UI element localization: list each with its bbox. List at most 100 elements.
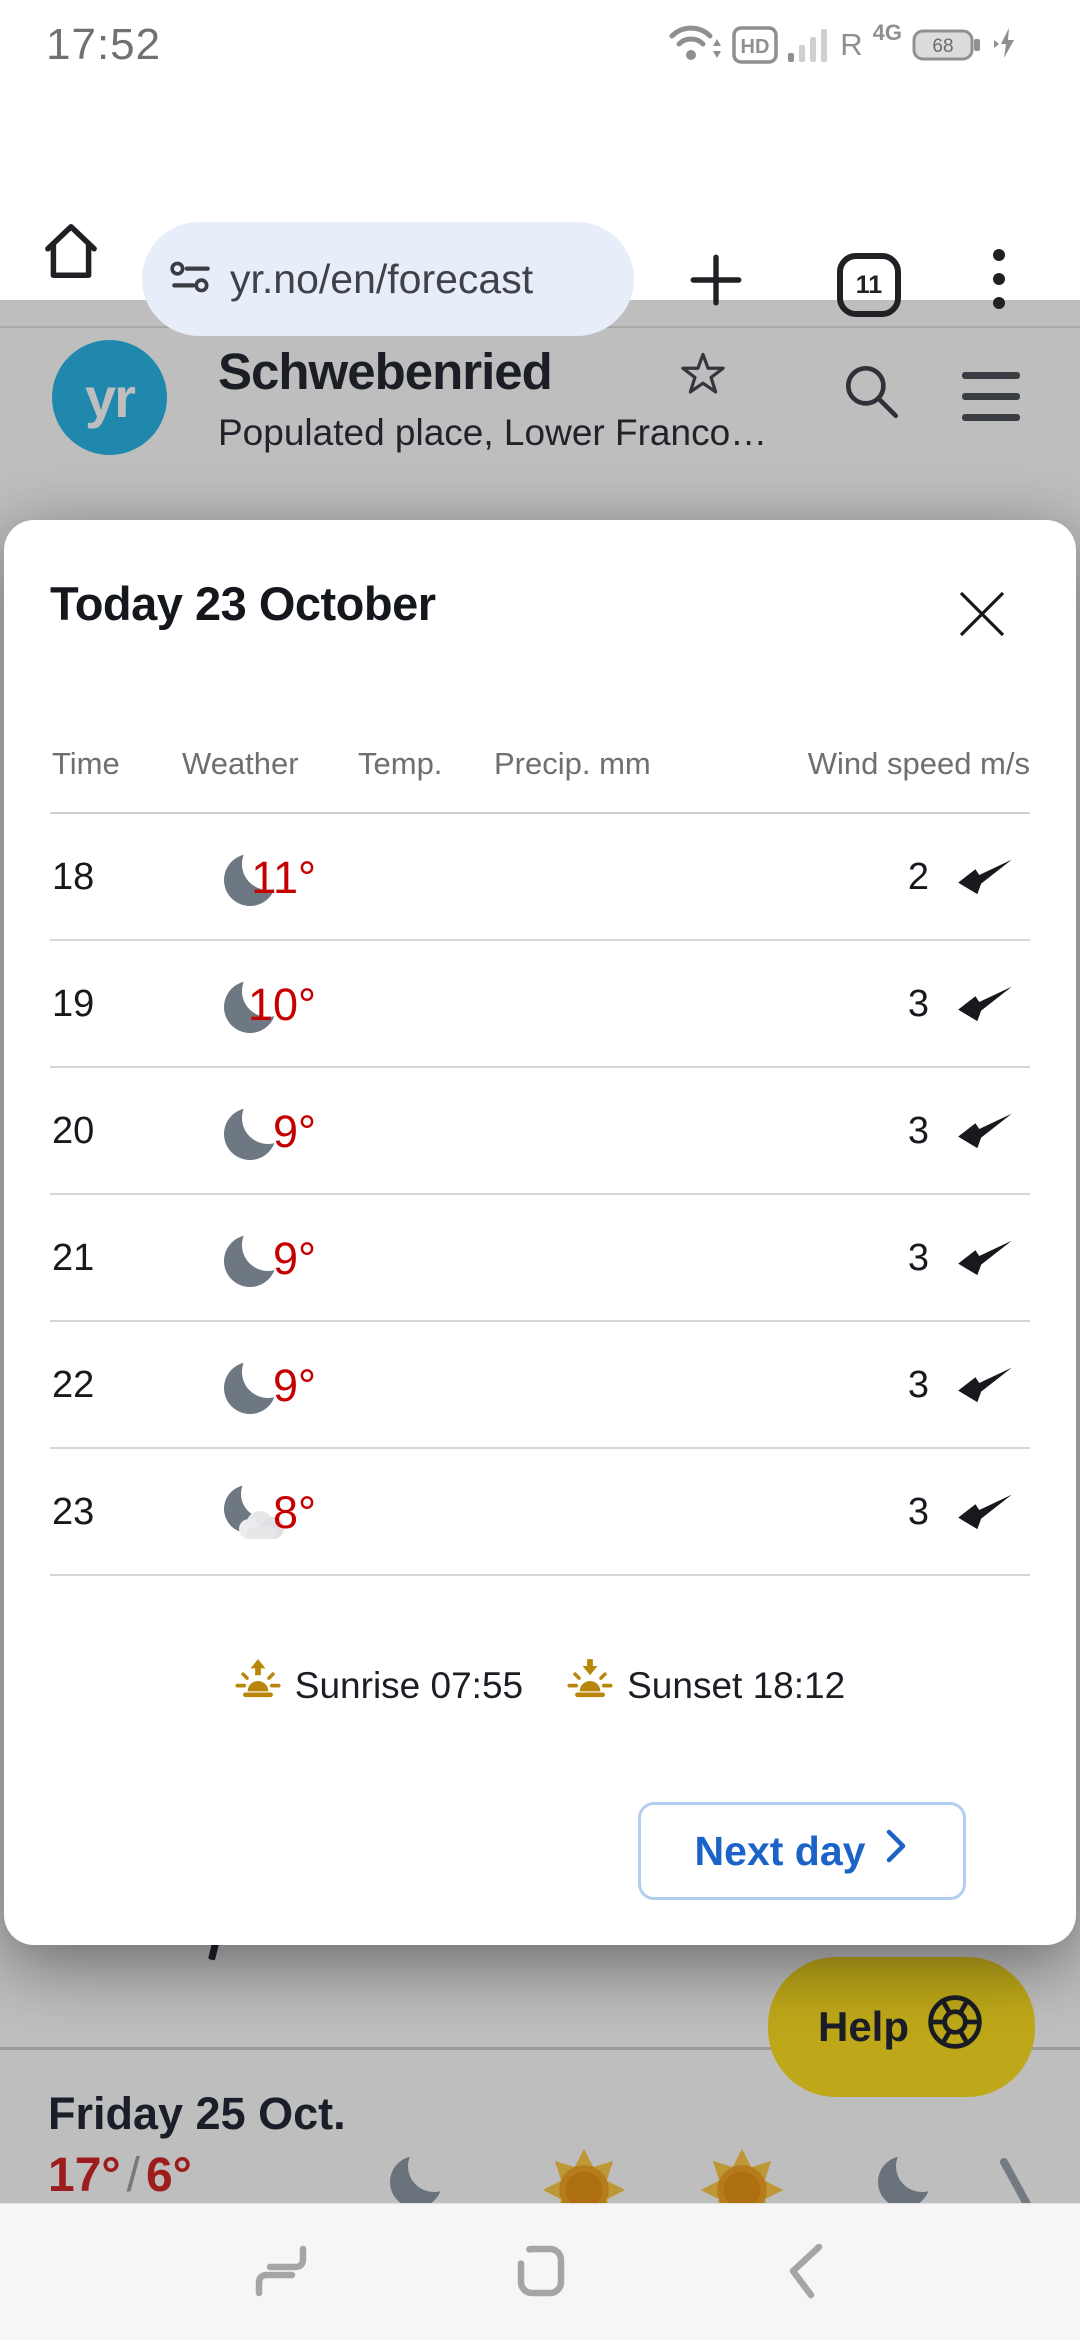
temperature-cell: 9° xyxy=(272,1233,316,1284)
location-title: Schwebenried xyxy=(218,343,553,400)
location-subtitle: Populated place, Lower Franco… xyxy=(218,412,768,453)
back-nav-button[interactable] xyxy=(776,2239,834,2308)
search-icon[interactable] xyxy=(838,358,904,429)
network-type-label: 4G xyxy=(872,20,902,45)
low-temp: 6° xyxy=(145,2149,192,2202)
modal-title: Today 23 October xyxy=(50,577,436,630)
table-row: 22 9° 3 xyxy=(50,1322,1030,1449)
temperature-cell: 8° xyxy=(272,1487,316,1538)
col-weather: Weather xyxy=(182,746,299,781)
status-icons: HD R 4G 68 xyxy=(668,0,1018,90)
moon-icon xyxy=(222,1092,294,1162)
hourly-forecast-modal: Today 23 October Time Weather Temp. Prec… xyxy=(4,520,1076,1945)
help-button[interactable]: Help xyxy=(768,1957,1035,2097)
help-label: Help xyxy=(817,2003,909,2050)
recents-nav-button[interactable] xyxy=(252,2239,310,2308)
sunset-label: Sunset 18:12 xyxy=(627,1664,846,1706)
table-row: 18 11° 2 xyxy=(50,814,1030,941)
forecast-table: 18 11° 2 19 10° 3 20 9° 3 xyxy=(50,812,1030,1576)
sunrise-item: Sunrise 07:55 xyxy=(235,1658,523,1713)
next-day-label: Next day xyxy=(694,1827,866,1874)
favorite-star-icon[interactable] xyxy=(680,352,726,401)
moon-icon xyxy=(222,1346,294,1416)
browser-toolbar: yr.no/en/forecast 11 xyxy=(0,90,1080,336)
table-row: 21 9° 3 xyxy=(50,1195,1030,1322)
menu-burger-icon[interactable] xyxy=(962,372,1020,421)
wind-direction-arrow-icon xyxy=(954,852,1016,903)
sun-times-row: Sunrise 07:55 Sunset 18:12 xyxy=(4,1658,1076,1713)
hd-badge-icon: HD xyxy=(732,26,778,64)
moon-icon xyxy=(222,1219,294,1289)
site-settings-icon[interactable] xyxy=(168,256,214,303)
overflow-menu-button[interactable] xyxy=(992,248,1006,315)
sunrise-icon xyxy=(235,1658,281,1713)
clock: 17:52 xyxy=(46,20,162,69)
hour-cell: 20 xyxy=(52,1110,95,1152)
battery-icon: 68 xyxy=(912,28,982,62)
table-header-row: Time Weather Temp. Precip. mm Wind speed… xyxy=(50,746,1030,788)
sun-icon xyxy=(540,2146,628,2203)
hour-cell: 21 xyxy=(52,1237,95,1279)
hour-cell: 19 xyxy=(52,983,95,1025)
wind-direction-arrow-icon xyxy=(954,1106,1016,1157)
wind-speed-cell: 2 xyxy=(907,856,929,898)
moon-icon xyxy=(222,965,294,1035)
url-bar[interactable]: yr.no/en/forecast xyxy=(142,222,634,336)
new-tab-button[interactable] xyxy=(690,254,742,311)
partial-icon xyxy=(996,2146,1036,2203)
yr-logo[interactable]: yr xyxy=(52,340,167,455)
close-button[interactable] xyxy=(934,566,1030,662)
col-temp: Temp. xyxy=(358,746,443,781)
high-temp: 17° xyxy=(48,2149,121,2202)
col-precip: Precip. mm xyxy=(494,746,651,781)
wind-direction-arrow-icon xyxy=(954,1487,1016,1538)
temperature-cell: 10° xyxy=(247,979,316,1030)
wind-speed-cell: 3 xyxy=(907,1237,929,1279)
temperature-cell: 9° xyxy=(272,1106,316,1157)
temperature-cell: 11° xyxy=(251,852,316,903)
signal-bars-icon xyxy=(788,23,830,68)
url-text[interactable]: yr.no/en/forecast xyxy=(230,255,534,302)
svg-text:HD: HD xyxy=(741,36,770,58)
wind-direction-arrow-icon xyxy=(954,1233,1016,1284)
table-row: 23 8° 3 xyxy=(50,1449,1030,1576)
table-row: 20 9° 3 xyxy=(50,1068,1030,1195)
wifi-icon xyxy=(668,20,722,71)
temperature-cell: 9° xyxy=(272,1360,316,1411)
moon-icon xyxy=(876,2140,948,2203)
hour-cell: 22 xyxy=(52,1364,95,1406)
moon-icon xyxy=(388,2140,460,2203)
wind-direction-arrow-icon xyxy=(954,1360,1016,1411)
hour-cell: 23 xyxy=(52,1491,95,1533)
tab-count: 11 xyxy=(855,270,883,299)
sunset-item: Sunset 18:12 xyxy=(567,1658,845,1713)
col-time: Time xyxy=(52,746,120,781)
sunset-icon xyxy=(567,1658,613,1713)
status-bar: 17:52 HD R 4G 68 xyxy=(0,0,1080,90)
next-card-day-heading: Friday 25 Oct. xyxy=(48,2088,346,2139)
wind-speed-cell: 3 xyxy=(907,1491,929,1533)
life-buoy-icon xyxy=(925,1992,985,2062)
wind-direction-arrow-icon xyxy=(954,979,1016,1030)
chevron-right-icon xyxy=(883,1826,909,1876)
hour-cell: 18 xyxy=(52,856,95,898)
yr-logo-text: yr xyxy=(85,366,136,429)
tab-switcher-button[interactable]: 11 xyxy=(832,248,906,327)
temp-separator: / xyxy=(126,2149,140,2202)
charging-bolt-icon xyxy=(992,27,1018,64)
next-card-temps: 17°/6° xyxy=(48,2148,192,2203)
home-nav-button[interactable] xyxy=(512,2239,570,2308)
system-navbar xyxy=(0,2203,1080,2340)
home-button[interactable] xyxy=(40,218,102,289)
moon-cloud-icon xyxy=(222,1470,289,1543)
sun-icon xyxy=(698,2146,786,2203)
wind-speed-cell: 3 xyxy=(907,1364,929,1406)
next-day-button[interactable]: Next day xyxy=(638,1802,966,1900)
card-divider xyxy=(0,2047,1080,2050)
svg-text:68: 68 xyxy=(932,36,953,57)
wind-speed-cell: 3 xyxy=(907,983,929,1025)
moon-icon xyxy=(222,838,294,908)
sunrise-label: Sunrise 07:55 xyxy=(294,1664,524,1706)
col-wind: Wind speed m/s xyxy=(807,746,1030,781)
